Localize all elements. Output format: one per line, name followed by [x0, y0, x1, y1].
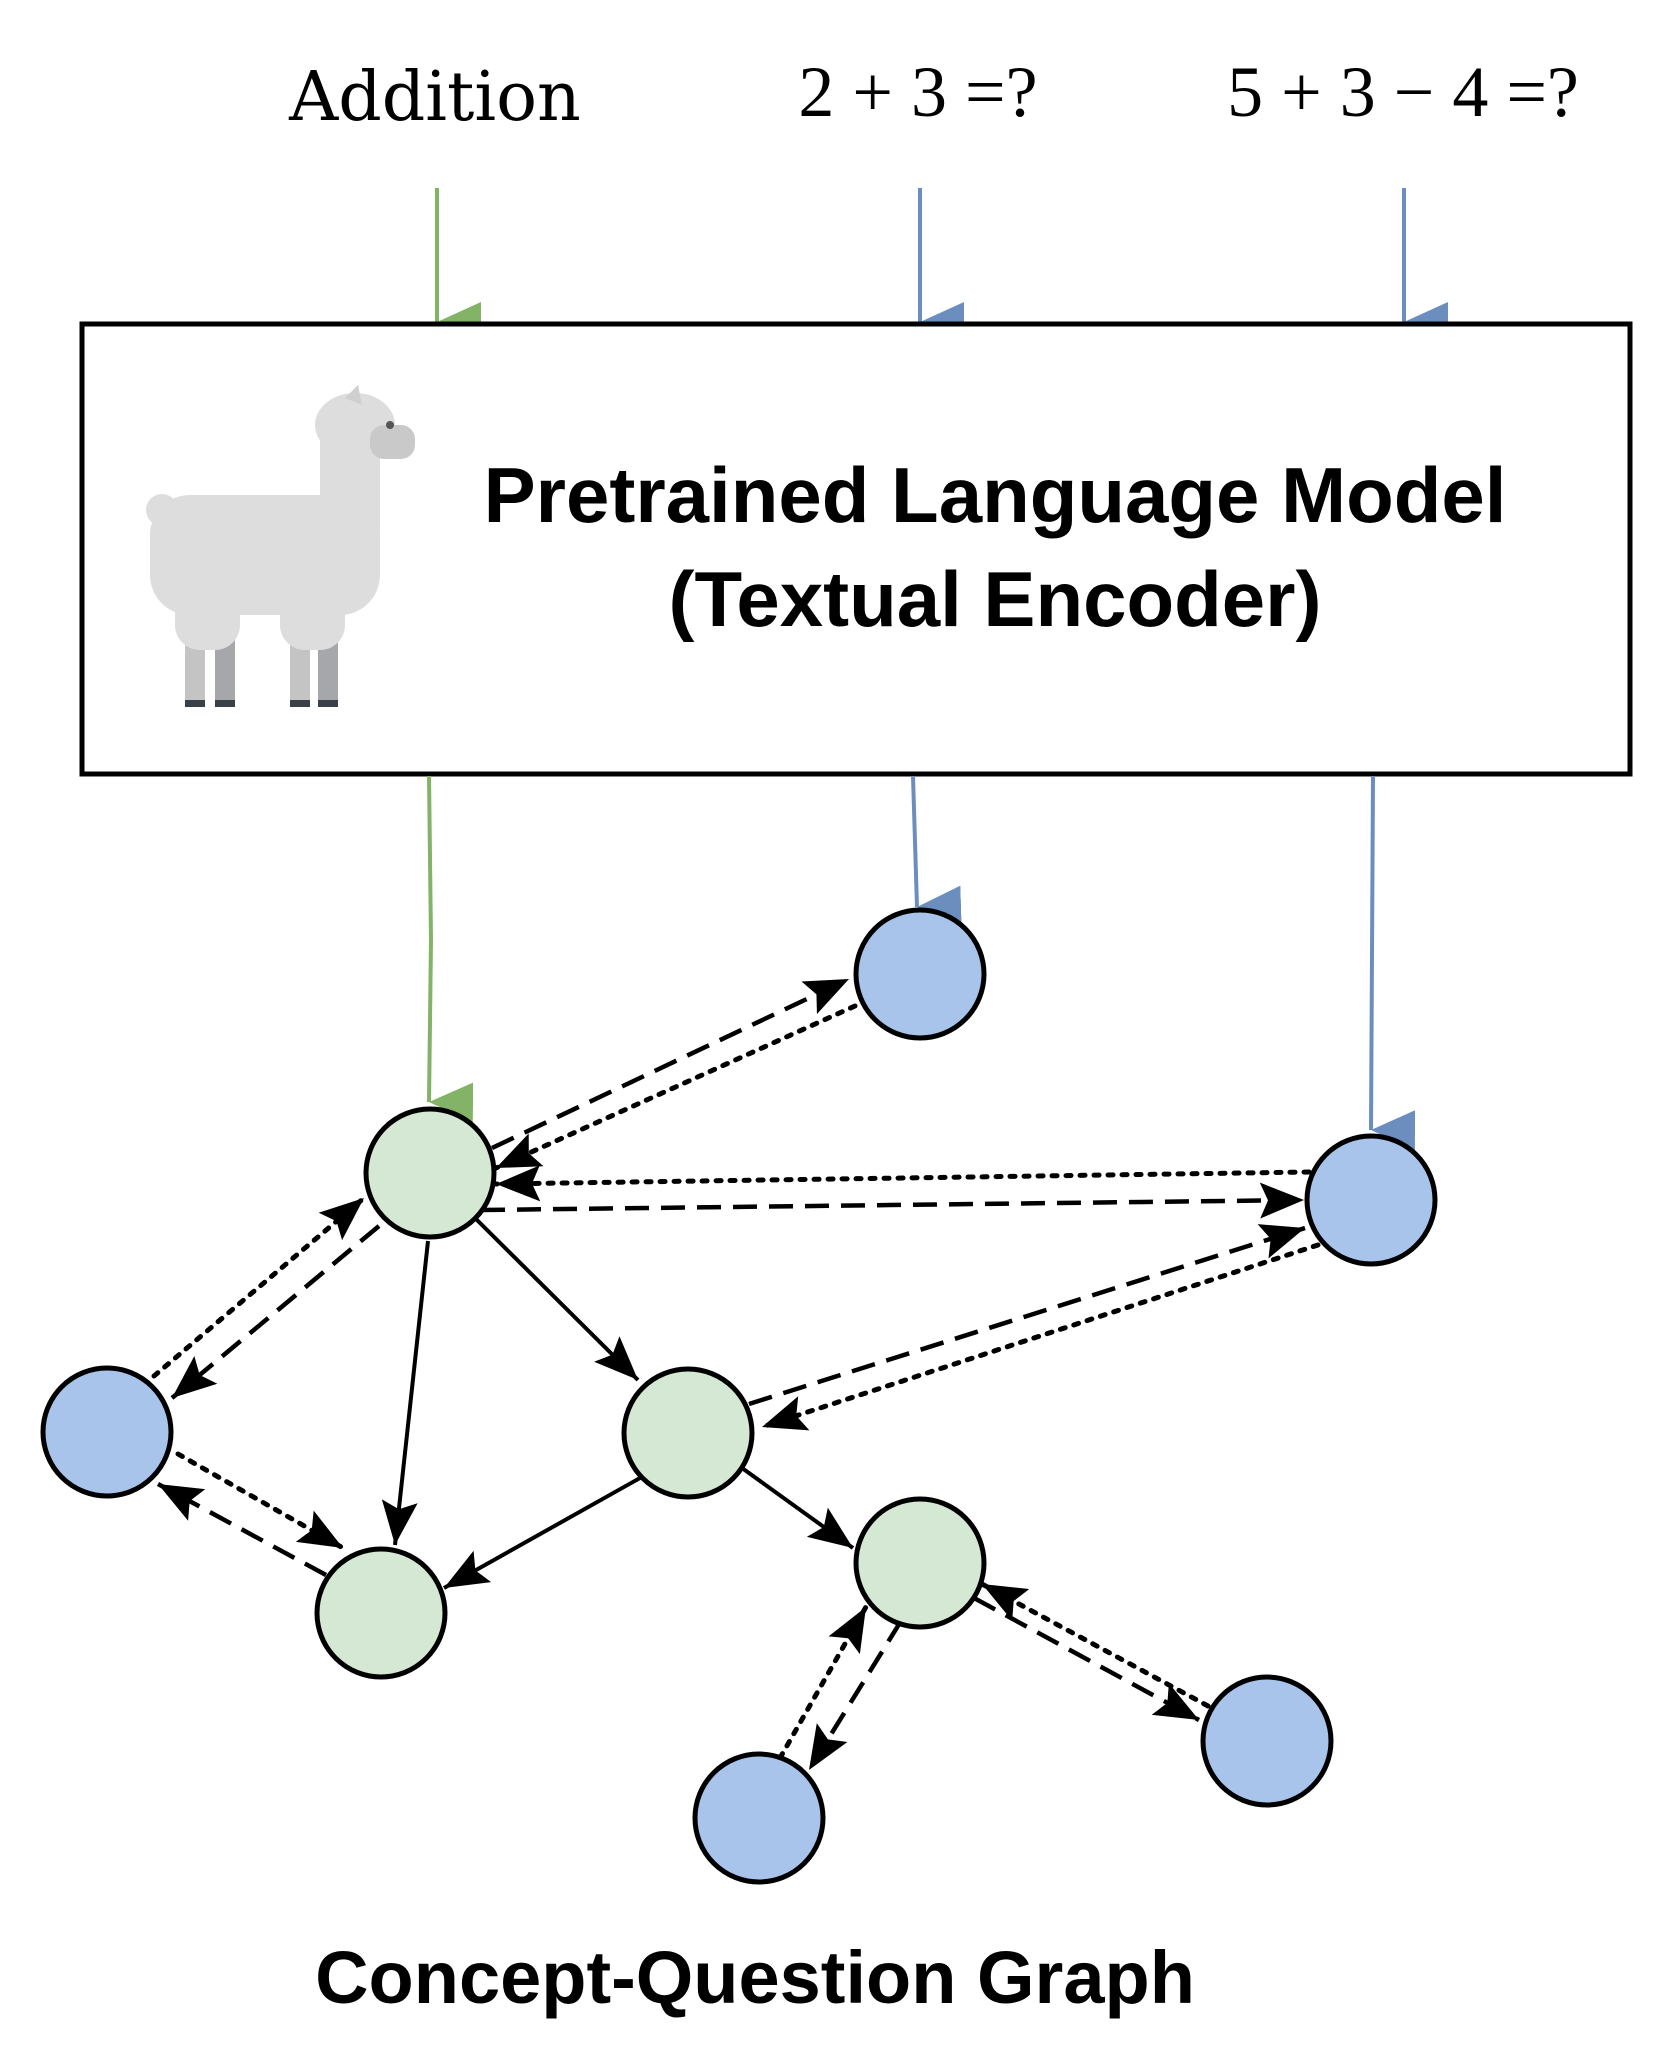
- edge-c1-c2: [474, 1217, 640, 1382]
- dashed-edge-c1-q1: [491, 976, 850, 1151]
- concept-input-label: Addition: [288, 58, 581, 137]
- question-2-input-label: 5 + 3 − 4 =?: [1227, 52, 1579, 132]
- question-2-output-arrow: [1369, 775, 1416, 1151]
- concept-node-3: [314, 1546, 448, 1680]
- question-node-4: [692, 1751, 826, 1885]
- dotted-edge-q3-c3: [175, 1451, 346, 1551]
- edge-c1-c3: [381, 1240, 430, 1546]
- dotted-edges: [151, 1003, 1321, 1761]
- dotted-edge-q5-c4: [979, 1581, 1211, 1709]
- concept-node-1: [363, 1106, 497, 1240]
- edge-c2-c4: [740, 1466, 855, 1550]
- concept-edges: [381, 1217, 855, 1590]
- dashed-edge-c4-q4: [807, 1619, 903, 1772]
- llama-icon: [146, 385, 415, 707]
- question-node-1: [853, 907, 987, 1041]
- concept-node-2: [621, 1366, 755, 1500]
- dashed-edges: [156, 976, 1306, 1772]
- concept-output-arrow: [427, 775, 474, 1123]
- question-node-2: [1304, 1133, 1438, 1267]
- dashed-edge-c1-q3: [170, 1224, 381, 1400]
- question-node-3: [40, 1365, 174, 1499]
- concept-node-4: [853, 1496, 987, 1630]
- dashed-edge-c3-q3: [156, 1482, 328, 1577]
- question-node-5: [1200, 1674, 1334, 1808]
- question-1-output-arrow: [911, 775, 962, 926]
- dashed-edge-c1-q2: [480, 1182, 1305, 1219]
- graph-caption: Concept-Question Graph: [315, 1936, 1195, 2019]
- dotted-edge-q1-c1: [493, 1003, 858, 1171]
- question-1-input-label: 2 + 3 =?: [798, 52, 1037, 132]
- dotted-edge-q4-c4: [777, 1604, 869, 1761]
- dotted-edge-q3-c1: [151, 1195, 367, 1379]
- dashed-edge-c4-q5: [972, 1596, 1201, 1722]
- dotted-edge-q2-c1: [493, 1165, 1312, 1202]
- encoder-title-line-1: Pretrained Language Model: [484, 451, 1507, 539]
- edge-c2-c3: [443, 1476, 641, 1590]
- dashed-edge-c2-q2: [748, 1224, 1306, 1407]
- encoder-title-line-2: (Textual Encoder): [669, 555, 1322, 643]
- dotted-edge-q2-c2: [759, 1242, 1321, 1431]
